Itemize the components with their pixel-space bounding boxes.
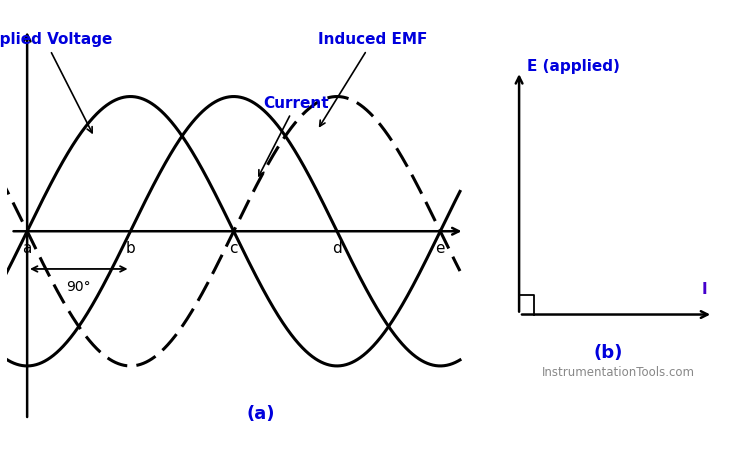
Text: c: c bbox=[230, 241, 238, 255]
Text: b: b bbox=[125, 241, 136, 255]
Text: Applied Voltage: Applied Voltage bbox=[0, 32, 113, 133]
Text: 90°: 90° bbox=[67, 280, 91, 294]
Text: E (applied): E (applied) bbox=[527, 59, 619, 74]
Text: (b): (b) bbox=[594, 344, 623, 362]
Text: e: e bbox=[436, 241, 445, 255]
Text: Induced EMF: Induced EMF bbox=[319, 32, 428, 126]
Text: d: d bbox=[332, 241, 342, 255]
Text: InstrumentationTools.com: InstrumentationTools.com bbox=[542, 366, 695, 379]
Text: I: I bbox=[702, 282, 708, 297]
Text: a: a bbox=[22, 241, 32, 255]
Text: (a): (a) bbox=[246, 405, 275, 423]
Text: Current: Current bbox=[259, 96, 329, 176]
